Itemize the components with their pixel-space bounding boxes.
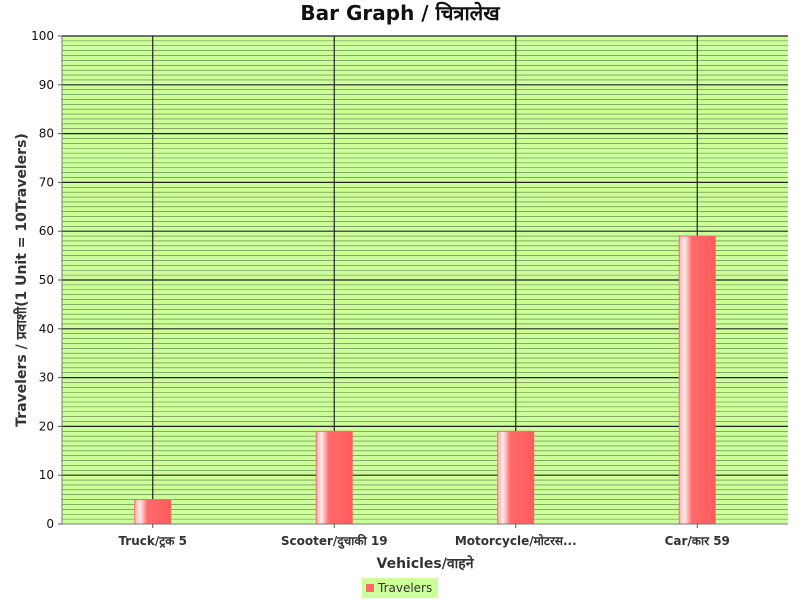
bar [497, 430, 535, 525]
bar [678, 235, 716, 525]
x-tick-label: Motorcycle/मोटरस... [455, 534, 577, 548]
y-tick-label: 90 [39, 78, 54, 92]
y-tick-label: 50 [39, 273, 54, 287]
y-tick-label: 60 [39, 224, 54, 238]
y-tick-label: 70 [39, 175, 54, 189]
y-tick-label: 10 [39, 468, 54, 482]
y-axis-label: Travelers / प्रवाशी(1 Unit = 10Travelers… [13, 133, 30, 427]
legend: Travelers [362, 578, 438, 598]
y-tick-label: 30 [39, 371, 54, 385]
y-tick-label: 80 [39, 127, 54, 141]
major-gridlines [62, 35, 788, 476]
x-axis-ticks: Truck/ट्रक 5 Scooter/दुचाकी 19 Motorcycle/… [118, 524, 730, 549]
y-tick-label: 100 [31, 29, 54, 43]
bar [315, 430, 353, 525]
x-tick-label: Truck/ट्रक 5 [118, 534, 187, 548]
bar [134, 499, 172, 525]
x-tick-label: Scooter/दुचाकी 19 [281, 534, 388, 549]
legend-swatch [366, 584, 374, 592]
y-axis-ticks: 0 10 20 30 40 50 60 70 80 90 100 [31, 29, 62, 531]
x-axis-label: Vehicles/वाहने [377, 555, 475, 572]
y-tick-label: 20 [39, 419, 54, 433]
minor-gridlines [62, 40, 788, 520]
y-tick-label: 0 [46, 517, 54, 531]
bars [134, 235, 716, 525]
chart-title: Bar Graph / चित्रालेख [300, 1, 501, 25]
y-tick-label: 40 [39, 322, 54, 336]
legend-background [362, 578, 438, 598]
legend-label: Travelers [377, 581, 432, 595]
x-tick-label: Car/कार 59 [665, 534, 730, 548]
